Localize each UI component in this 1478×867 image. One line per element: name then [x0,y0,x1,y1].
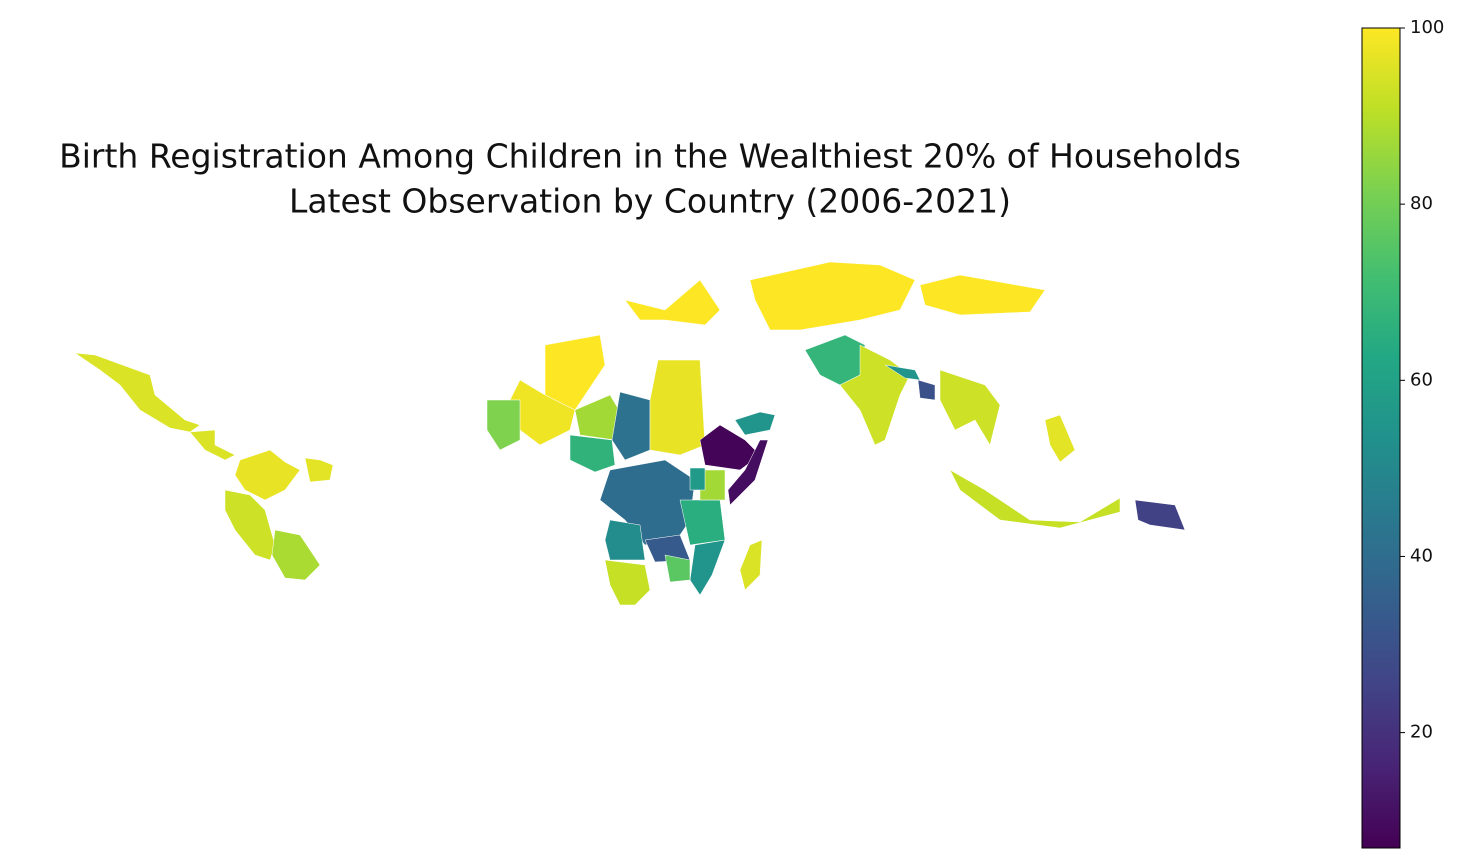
region [749,261,916,331]
colorbar-tick-label: 20 [1410,722,1433,743]
colorbar-tick-label: 60 [1410,369,1433,390]
region [604,519,646,561]
region [949,469,1121,529]
colorbar-tick-label: 80 [1410,193,1433,214]
region [624,279,721,326]
region [689,539,726,596]
colorbar-tick-label: 40 [1410,545,1433,566]
chart-subtitle: Latest Observation by Country (2006-2021… [289,182,1011,221]
region [189,429,236,461]
region [939,369,1001,446]
region [919,274,1046,316]
region [649,359,706,456]
region [734,411,776,436]
region [304,457,334,483]
region [569,434,616,473]
region [604,559,651,606]
colorbar [1361,27,1401,849]
region [1044,414,1076,463]
region [727,439,769,506]
region [234,449,301,501]
region [1134,499,1186,531]
region [739,539,763,591]
regions [74,261,1186,606]
region [664,554,691,583]
region [689,467,706,491]
colorbar-tick-label: 100 [1410,17,1444,38]
region [271,529,321,581]
region [486,399,521,451]
region [679,499,726,546]
region [917,379,936,401]
region [224,489,276,561]
region [74,352,201,433]
chart-title: Birth Registration Among Children in the… [59,137,1241,176]
region [544,334,606,411]
region [611,391,651,461]
region [884,364,921,381]
